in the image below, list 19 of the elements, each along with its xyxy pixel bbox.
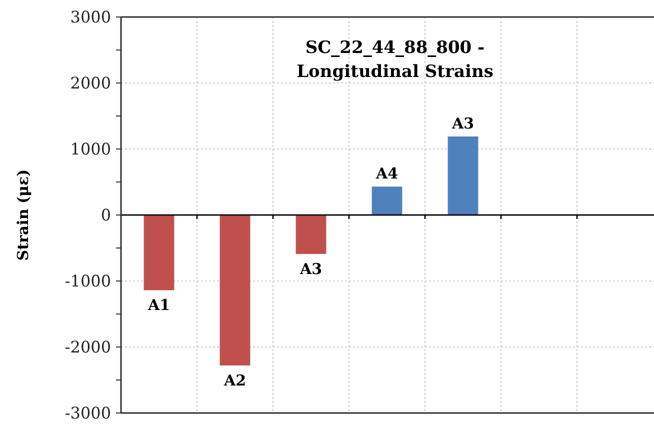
- y-tick-label: 1000: [70, 140, 111, 159]
- bar: [220, 215, 250, 366]
- bar: [448, 136, 478, 215]
- y-tick-label: 3000: [70, 8, 111, 27]
- y-tick-label: 2000: [70, 74, 111, 93]
- x-tick-label: A4: [374, 164, 398, 183]
- y-tick-label: -2000: [64, 338, 111, 357]
- x-tick-label: A1: [146, 296, 170, 314]
- bar: [372, 186, 402, 215]
- bar: [296, 215, 326, 254]
- text: SC_22_44_88_800 - Longitudinal Strains: [296, 38, 494, 82]
- bar: [144, 215, 174, 290]
- x-tick-label: A3: [450, 114, 474, 132]
- y-axis-title: Strain (με): [14, 169, 32, 261]
- y-tick-label: 0: [100, 206, 111, 225]
- x-tick-label: A3: [298, 260, 322, 278]
- x-tick-label: A2: [222, 371, 246, 390]
- y-tick-label: -1000: [64, 272, 111, 291]
- y-tick-label: -3000: [64, 404, 111, 423]
